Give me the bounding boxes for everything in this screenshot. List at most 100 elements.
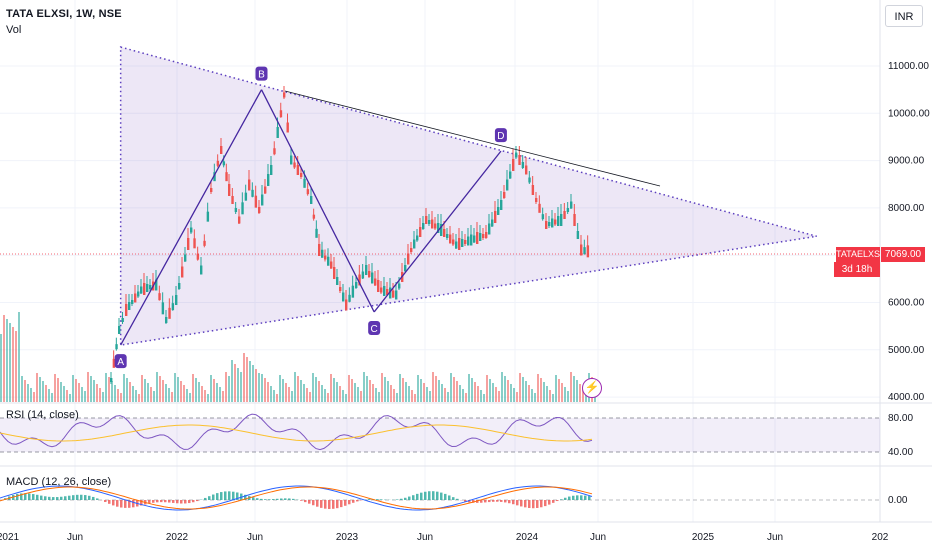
last-price-value: 7069.00 xyxy=(881,247,925,262)
macd-hist xyxy=(148,500,151,504)
macd-hist xyxy=(408,496,411,500)
volume-bar xyxy=(465,393,467,402)
macd-hist xyxy=(428,491,431,500)
volume-bar xyxy=(306,388,308,402)
volume-bar xyxy=(339,386,341,402)
macd-hist xyxy=(348,500,351,505)
candle xyxy=(365,265,368,275)
currency-selector[interactable]: INR xyxy=(885,5,923,27)
candle xyxy=(115,344,118,350)
volume-bar xyxy=(276,394,278,402)
volume-bar xyxy=(354,383,356,402)
candle xyxy=(535,198,538,202)
macd-hist xyxy=(104,500,107,503)
macd-hist xyxy=(204,497,207,500)
volume-bar xyxy=(156,372,158,402)
volume-bar xyxy=(222,391,224,402)
macd-hist xyxy=(140,500,143,506)
volume-bar xyxy=(93,380,95,402)
macd-hist xyxy=(156,500,159,503)
candle xyxy=(267,174,270,186)
macd-label[interactable]: MACD (12, 26, close) xyxy=(6,476,112,488)
macd-hist xyxy=(16,493,19,500)
candle xyxy=(181,266,184,278)
macd-hist xyxy=(312,500,315,506)
time-tick: Jun xyxy=(590,532,606,543)
macd-hist xyxy=(196,500,199,502)
candle xyxy=(303,178,306,188)
candle xyxy=(200,265,203,275)
volume-bar xyxy=(231,360,233,402)
volume-bar xyxy=(159,376,161,402)
candle xyxy=(225,172,228,182)
volume-bar xyxy=(576,380,578,402)
volume-bar xyxy=(342,390,344,402)
chart-title: TATA ELXSI, 1W, NSE xyxy=(6,8,122,20)
candle xyxy=(576,231,580,239)
volume-bar xyxy=(483,394,485,402)
candle xyxy=(500,200,503,210)
macd-hist xyxy=(544,500,547,507)
candle xyxy=(528,177,531,183)
volume-bar xyxy=(54,374,56,402)
volume-bar xyxy=(369,380,371,402)
macd-hist xyxy=(48,496,51,500)
candle xyxy=(175,295,178,305)
volume-bar xyxy=(165,384,167,402)
volume-bar xyxy=(129,382,131,402)
macd-hist xyxy=(432,491,435,500)
time-tick: 2023 xyxy=(336,532,359,543)
volume-bar xyxy=(12,327,14,402)
volume-bar xyxy=(531,389,533,402)
signal-line xyxy=(0,486,593,510)
candle xyxy=(300,173,303,177)
macd-hist xyxy=(212,494,215,500)
volume-bar xyxy=(537,374,539,402)
volume-bar xyxy=(33,392,35,402)
candle xyxy=(293,162,296,168)
candle xyxy=(149,285,152,289)
macd-hist xyxy=(336,500,339,509)
time-tick: Jun xyxy=(767,532,783,543)
macd-hist xyxy=(20,493,23,500)
volume-bar xyxy=(243,353,245,402)
macd-hist xyxy=(380,499,383,500)
macd-hist xyxy=(564,497,567,500)
volume-bar xyxy=(399,374,401,402)
volume-bar xyxy=(177,377,179,402)
macd-hist xyxy=(132,500,135,508)
volume-bar xyxy=(366,376,368,402)
candle xyxy=(168,307,171,319)
volume-bar xyxy=(390,385,392,402)
candle xyxy=(446,234,449,238)
candle xyxy=(213,172,216,182)
volume-bar xyxy=(174,373,176,402)
candle xyxy=(383,286,386,296)
volume-bar xyxy=(468,374,470,402)
pattern-point-c xyxy=(368,320,381,335)
volume-bar xyxy=(447,392,449,402)
volume-bar xyxy=(21,376,23,402)
rsi-label[interactable]: RSI (14, close) xyxy=(6,409,79,421)
candle xyxy=(184,254,187,262)
candle xyxy=(437,223,440,233)
macd-hist xyxy=(180,500,183,504)
volume-bar xyxy=(36,373,38,402)
volume-bar xyxy=(69,394,71,402)
volume-bar xyxy=(279,375,281,402)
lightning-icon[interactable]: ⚡ xyxy=(582,378,602,398)
volume-bar xyxy=(426,387,428,402)
volume-bar xyxy=(126,378,128,402)
volume-bar xyxy=(42,381,44,402)
volume-bar xyxy=(528,385,530,402)
triangle-pattern xyxy=(119,46,817,346)
time-tick: 2024 xyxy=(516,532,539,543)
volume-bar xyxy=(75,379,77,402)
pattern-label: B xyxy=(258,70,265,81)
price-tick: 8000.00 xyxy=(888,203,925,214)
time-tick: 2025 xyxy=(692,532,715,543)
time-tick: Jun xyxy=(67,532,83,543)
macd-hist xyxy=(488,500,491,503)
volume-bar xyxy=(408,386,410,402)
